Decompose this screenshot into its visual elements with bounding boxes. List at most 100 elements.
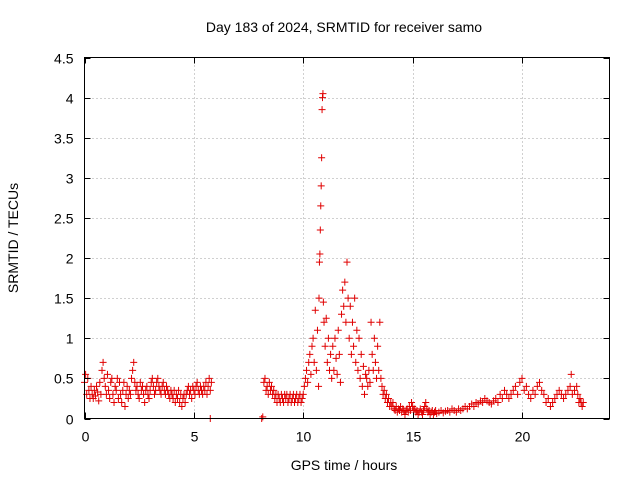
data-point xyxy=(327,350,335,358)
data-point xyxy=(100,374,108,382)
data-point xyxy=(470,402,478,410)
data-point xyxy=(375,366,383,374)
data-point xyxy=(317,182,325,190)
data-point xyxy=(96,378,104,386)
data-point xyxy=(374,342,382,350)
data-point xyxy=(505,394,513,402)
data-point xyxy=(350,342,358,350)
data-point xyxy=(319,90,327,98)
data-point xyxy=(321,342,329,350)
data-point xyxy=(343,258,351,266)
y-tick-label: 0.5 xyxy=(54,371,74,387)
data-point xyxy=(323,358,331,366)
data-point xyxy=(378,382,386,390)
x-tick-label: 20 xyxy=(515,429,531,445)
data-point xyxy=(309,334,317,342)
data-point xyxy=(377,374,385,382)
data-point xyxy=(270,386,278,394)
data-point xyxy=(129,366,137,374)
data-point xyxy=(109,390,117,398)
data-point xyxy=(206,386,214,394)
data-point xyxy=(566,382,574,390)
data-point xyxy=(93,382,101,390)
data-point xyxy=(579,398,587,406)
data-point xyxy=(540,390,548,398)
x-tick-label: 5 xyxy=(191,429,199,445)
data-point xyxy=(320,318,328,326)
data-point xyxy=(128,374,136,382)
data-point xyxy=(120,378,128,386)
data-point xyxy=(310,358,318,366)
data-point xyxy=(346,302,354,310)
y-tick-label: 1 xyxy=(66,331,74,347)
data-point xyxy=(330,366,338,374)
data-point xyxy=(479,398,487,406)
data-point xyxy=(299,390,307,398)
data-point xyxy=(123,382,131,390)
data-point xyxy=(338,310,346,318)
data-point xyxy=(494,398,502,406)
data-point xyxy=(203,390,211,398)
data-point xyxy=(538,386,546,394)
data-point xyxy=(356,374,364,382)
data-point xyxy=(328,374,336,382)
data-point xyxy=(268,382,276,390)
data-points xyxy=(81,90,587,422)
data-point xyxy=(536,378,543,386)
data-point xyxy=(307,370,315,378)
data-point xyxy=(153,378,161,386)
data-point xyxy=(339,286,347,294)
data-point xyxy=(298,394,306,402)
data-point xyxy=(501,386,508,394)
y-tick-label: 2.5 xyxy=(54,211,74,227)
data-point xyxy=(144,390,152,398)
data-point xyxy=(259,413,267,421)
data-point xyxy=(88,390,96,398)
data-point xyxy=(205,374,213,382)
data-point xyxy=(204,382,212,390)
data-point xyxy=(576,394,584,402)
data-point xyxy=(348,318,356,326)
data-point xyxy=(332,354,340,362)
data-point xyxy=(492,394,500,402)
grid-lines xyxy=(84,57,610,419)
data-point xyxy=(143,382,151,390)
data-point xyxy=(126,390,134,398)
x-axis-label: GPS time / hours xyxy=(291,457,398,473)
data-point xyxy=(318,154,326,162)
x-tick-label: 15 xyxy=(406,429,422,445)
data-point xyxy=(181,398,189,406)
data-point xyxy=(527,394,535,402)
data-point xyxy=(418,410,426,418)
data-point xyxy=(371,358,379,366)
data-point xyxy=(111,382,119,390)
data-point xyxy=(551,394,559,402)
data-point xyxy=(578,402,586,410)
data-point xyxy=(265,378,273,386)
data-point xyxy=(95,397,103,405)
x-axis-ticks: 0 5 10 15 20 xyxy=(82,57,531,445)
data-point xyxy=(154,374,162,382)
y-axis-label: SRMTID / TECUs xyxy=(5,183,21,293)
data-point xyxy=(151,390,158,398)
data-point xyxy=(355,334,363,342)
data-point xyxy=(317,202,325,210)
data-point xyxy=(509,386,517,394)
data-point xyxy=(179,394,187,402)
data-point xyxy=(520,386,528,394)
data-point xyxy=(175,386,183,394)
data-point xyxy=(261,374,269,382)
data-point xyxy=(301,374,309,382)
data-point xyxy=(344,294,352,302)
data-point xyxy=(498,394,506,402)
data-point xyxy=(382,390,390,398)
data-point xyxy=(113,374,121,382)
data-point xyxy=(367,318,375,326)
data-point xyxy=(316,250,324,258)
data-point xyxy=(193,378,201,386)
data-point xyxy=(380,386,388,394)
data-point xyxy=(319,298,327,306)
data-point xyxy=(518,374,526,382)
data-point xyxy=(125,386,133,394)
